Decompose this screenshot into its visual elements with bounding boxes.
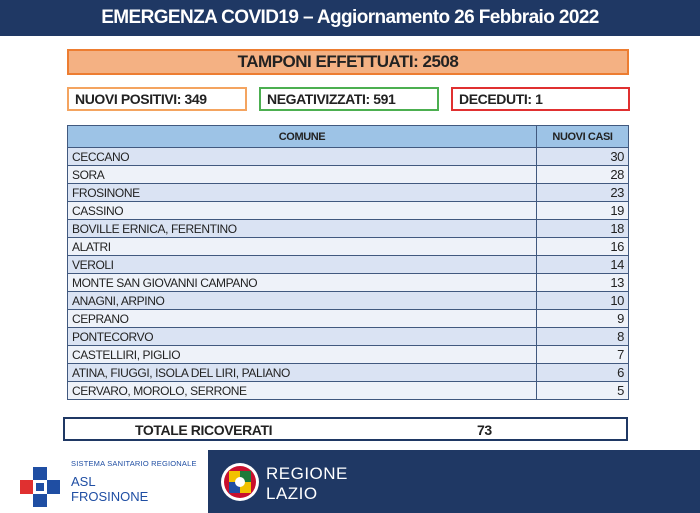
- regione-label: REGIONE: [266, 464, 348, 483]
- comune-cell: CERVARO, MOROLO, SERRONE: [67, 381, 537, 400]
- table-row: PONTECORVO 8: [67, 327, 629, 346]
- nuovi-casi-cell: 16: [536, 237, 629, 256]
- nuovi-casi-cell: 5: [536, 381, 629, 400]
- table-header-row: COMUNE NUOVI CASI: [67, 125, 629, 148]
- cases-table: COMUNE NUOVI CASI CECCANO 30 SORA 28 FROSI…: [67, 125, 629, 400]
- nuovi-casi-cell: 13: [536, 273, 629, 292]
- table-row: CASSINO 19: [67, 201, 629, 220]
- nuovi-casi-cell: 23: [536, 183, 629, 202]
- nuovi-casi-cell: 19: [536, 201, 629, 220]
- asl-name: ASL: [71, 474, 96, 489]
- column-header-nuovi-casi: NUOVI CASI: [536, 125, 629, 148]
- lazio-label: LAZIO: [266, 484, 318, 503]
- comune-cell: ALATRI: [67, 237, 537, 256]
- regione-crest-icon: [221, 463, 259, 501]
- asl-subtitle: SISTEMA SANITARIO REGIONALE: [71, 459, 197, 468]
- medical-cross-icon: [20, 467, 60, 507]
- table-row: CECCANO 30: [67, 147, 629, 166]
- comune-cell: CEPRANO: [67, 309, 537, 328]
- table-row: ATINA, FIUGGI, ISOLA DEL LIRI, PALIANO 6: [67, 363, 629, 382]
- table-row: CERVARO, MOROLO, SERRONE 5: [67, 381, 629, 400]
- page-title: EMERGENZA COVID19 – Aggiornamento 26 Feb…: [0, 0, 700, 36]
- totale-ricoverati-label: TOTALE RICOVERATI: [135, 422, 273, 438]
- table-row: CASTELLIRI, PIGLIO 7: [67, 345, 629, 364]
- nuovi-positivi-box: NUOVI POSITIVI: 349: [67, 87, 247, 111]
- table-row: FROSINONE 23: [67, 183, 629, 202]
- regione-lazio-logo: REGIONE LAZIO: [208, 450, 700, 513]
- totale-ricoverati-box: TOTALE RICOVERATI 73: [63, 417, 628, 441]
- table-row: CEPRANO 9: [67, 309, 629, 328]
- table-row: ANAGNI, ARPINO 10: [67, 291, 629, 310]
- nuovi-casi-cell: 10: [536, 291, 629, 310]
- comune-cell: ANAGNI, ARPINO: [67, 291, 537, 310]
- nuovi-casi-cell: 14: [536, 255, 629, 274]
- table-row: BOVILLE ERNICA, FERENTINO 18: [67, 219, 629, 238]
- tamponi-box: TAMPONI EFFETTUATI: 2508: [67, 49, 629, 75]
- comune-cell: BOVILLE ERNICA, FERENTINO: [67, 219, 537, 238]
- nuovi-casi-cell: 9: [536, 309, 629, 328]
- table-row: MONTE SAN GIOVANNI CAMPANO 13: [67, 273, 629, 292]
- nuovi-casi-cell: 7: [536, 345, 629, 364]
- nuovi-casi-cell: 30: [536, 147, 629, 166]
- comune-cell: CASSINO: [67, 201, 537, 220]
- comune-cell: FROSINONE: [67, 183, 537, 202]
- table-row: ALATRI 16: [67, 237, 629, 256]
- nuovi-casi-cell: 28: [536, 165, 629, 184]
- comune-cell: ATINA, FIUGGI, ISOLA DEL LIRI, PALIANO: [67, 363, 537, 382]
- nuovi-casi-cell: 8: [536, 327, 629, 346]
- asl-city: FROSINONE: [71, 489, 149, 504]
- deceduti-box: DECEDUTI: 1: [451, 87, 630, 111]
- comune-cell: MONTE SAN GIOVANNI CAMPANO: [67, 273, 537, 292]
- nuovi-casi-cell: 18: [536, 219, 629, 238]
- comune-cell: CECCANO: [67, 147, 537, 166]
- column-header-comune: COMUNE: [67, 125, 537, 148]
- negativizzati-box: NEGATIVIZZATI: 591: [259, 87, 439, 111]
- table-row: VEROLI 14: [67, 255, 629, 274]
- comune-cell: VEROLI: [67, 255, 537, 274]
- comune-cell: CASTELLIRI, PIGLIO: [67, 345, 537, 364]
- comune-cell: SORA: [67, 165, 537, 184]
- comune-cell: PONTECORVO: [67, 327, 537, 346]
- table-row: SORA 28: [67, 165, 629, 184]
- asl-logo: SISTEMA SANITARIO REGIONALE ASL FROSINON…: [0, 452, 208, 513]
- nuovi-casi-cell: 6: [536, 363, 629, 382]
- totale-ricoverati-value: 73: [477, 422, 492, 438]
